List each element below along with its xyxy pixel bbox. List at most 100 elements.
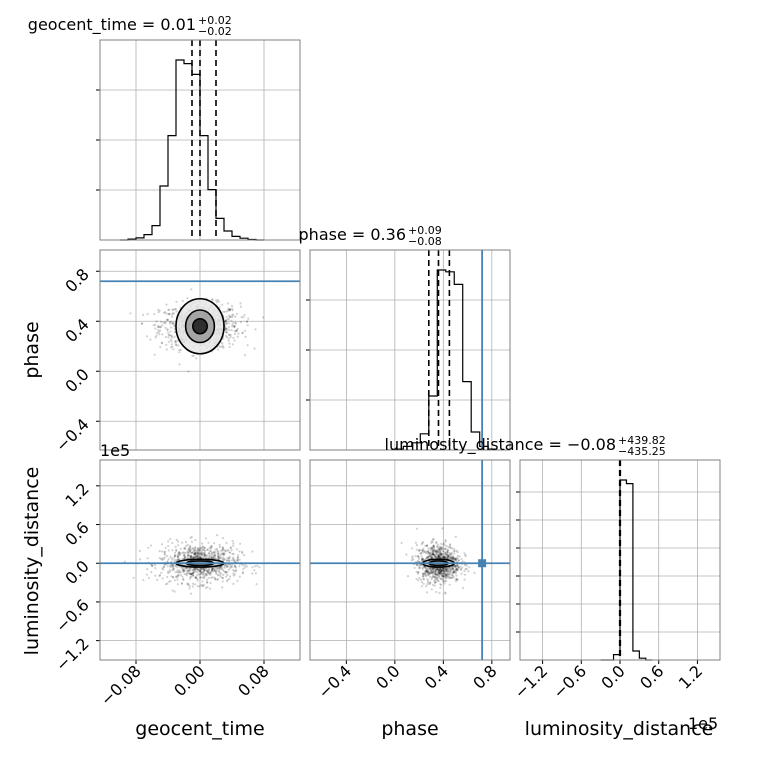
text-layer: geocent_time phase luminosity_distance p…: [21, 14, 718, 740]
geo-phase-point: [231, 309, 234, 312]
geo-lumi-point: [193, 568, 196, 571]
geo-phase-point: [173, 324, 176, 328]
phase-lumi-point: [440, 567, 443, 570]
phase-lumi-point: [457, 559, 460, 562]
geo-lumi-point: [219, 575, 222, 578]
phase-lumi-point: [434, 569, 437, 572]
geo-lumi-point: [218, 556, 221, 560]
phase-lumi-point: [429, 567, 432, 570]
geo-lumi-point: [161, 567, 164, 570]
grid-layer: [100, 40, 720, 660]
phase-lumi-point: [445, 555, 448, 558]
phase-lumi-point: [452, 571, 456, 574]
geo-lumi-point: [195, 556, 198, 559]
geo-lumi-point: [174, 571, 177, 574]
phase-lumi-point: [434, 572, 437, 576]
geo-phase-point: [235, 328, 239, 332]
geo-lumi-point: [186, 557, 189, 560]
phase-lumi-point: [451, 574, 454, 578]
geo-lumi-point: [220, 572, 223, 576]
geo-lumi-point: [203, 553, 206, 557]
phase-lumi-point: [454, 568, 457, 572]
geo-lumi-point: [184, 551, 187, 555]
geo-phase-point: [155, 334, 158, 337]
geo-lumi-point: [209, 587, 212, 590]
geo-lumi-point: [197, 569, 200, 572]
geo-lumi-point: [198, 567, 201, 570]
phase-lumi-point: [446, 549, 449, 552]
geo-phase-point: [239, 321, 242, 324]
geo-phase-point: [215, 301, 218, 304]
geo-lumi-point: [226, 570, 229, 574]
geo-lumi-point: [196, 568, 199, 571]
geo-lumi-point: [241, 572, 244, 575]
geo-lumi-point: [226, 558, 229, 562]
lumi-y-ticklabel-4: 1.2: [61, 479, 92, 510]
geo-lumi-point: [146, 557, 149, 560]
phase-lumi-point: [446, 554, 449, 557]
phase-lumi-point: [468, 566, 471, 569]
geo-phase-point: [231, 323, 234, 326]
phase-lumi-point: [440, 570, 443, 573]
phase-lumi-point: [437, 572, 440, 576]
phase-lumi-point: [426, 569, 429, 572]
geo-lumi-point: [221, 546, 224, 549]
geo-lumi-point: [163, 565, 166, 568]
geo-phase-point: [165, 343, 168, 346]
geo-lumi-point: [171, 589, 174, 592]
geo-lumi-point: [197, 551, 200, 554]
geo-lumi-point: [192, 555, 195, 558]
phase-lumi-point: [439, 572, 442, 575]
phase-lumi-point: [440, 552, 443, 555]
geo-lumi-point: [201, 568, 204, 571]
geo-phase-point: [228, 333, 231, 336]
geo-phase-point: [234, 322, 237, 325]
geo-phase-point: [229, 333, 232, 337]
phase-lumi-point: [427, 581, 430, 584]
geo-phase-point: [234, 321, 237, 324]
geo-lumi-point: [189, 544, 192, 548]
phase-lumi-point: [455, 564, 458, 567]
geo-lumi-point: [194, 555, 198, 559]
phase-lumi-point: [448, 583, 451, 586]
phase-lumi-point: [454, 566, 457, 569]
phase-lumi-point: [414, 555, 417, 558]
xlabel-phase: phase: [381, 718, 438, 740]
phase-lumi-point: [444, 539, 447, 542]
phase-x-ticklabel-3: 0.8: [469, 661, 500, 692]
geo-lumi-point: [178, 551, 181, 554]
geo-phase-point: [164, 335, 167, 339]
phase-lumi-point: [415, 548, 418, 551]
phase-lumi-point: [446, 567, 449, 570]
geo-lumi-point: [191, 551, 194, 554]
xlabel-luminosity-distance: luminosity_distance: [525, 718, 714, 740]
phase-lumi-point: [413, 566, 416, 570]
phase-lumi-point: [464, 555, 467, 558]
phase-lumi-point: [423, 578, 426, 581]
phase-lumi-point: [437, 569, 440, 572]
geo-lumi-point: [222, 554, 225, 557]
phase-lumi-point: [446, 550, 449, 554]
geo-phase-point: [170, 326, 173, 329]
geo-lumi-point: [236, 556, 239, 559]
geo-lumi-point: [172, 576, 175, 579]
phase-lumi-point: [447, 567, 451, 570]
geo-phase-point: [166, 328, 169, 331]
geo-lumi-point: [180, 582, 183, 585]
phase-lumi-point: [415, 570, 418, 573]
geo-lumi-point: [213, 556, 216, 559]
geo-lumi-point: [173, 554, 177, 558]
geo-lumi-point: [166, 565, 169, 568]
phase-marginal-title: phase = 0.36: [299, 225, 406, 244]
geo-phase-point: [229, 308, 232, 311]
geo-lumi-point: [232, 574, 235, 577]
geo-phase-point: [155, 320, 158, 323]
phase-lumi-point: [424, 567, 428, 570]
phase-lumi-point: [432, 538, 435, 541]
phase-lumi-point: [428, 572, 432, 575]
phase-lumi-point: [432, 567, 435, 571]
phase-lumi-point: [421, 557, 424, 560]
phase-lumi-point: [444, 580, 447, 583]
phase-lumi-point: [443, 548, 446, 551]
geo-phase-point: [158, 333, 161, 336]
